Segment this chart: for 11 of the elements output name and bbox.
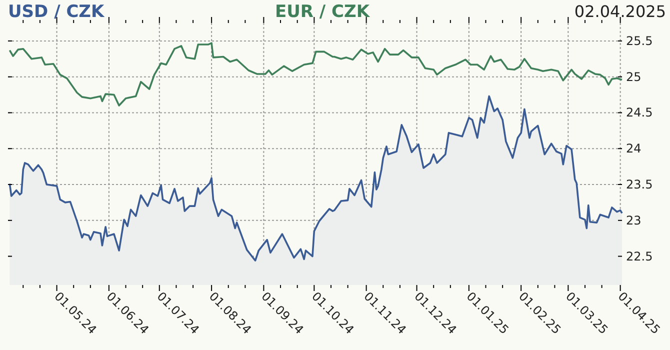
y-tick-label: 25.5: [626, 34, 653, 48]
chart-title: 02.04.2025: [574, 2, 666, 21]
line-series: [8, 42, 623, 106]
y-tick-label: 23: [626, 213, 642, 228]
y-tick-label: 25: [626, 70, 642, 84]
y-tick-label: 24.5: [626, 106, 653, 120]
y-tick-label: 22.5: [626, 249, 653, 264]
y-tick-label: 23.5: [626, 178, 653, 192]
text: USD / CZK: [8, 2, 106, 22]
y-tick-label: 24: [626, 142, 642, 156]
series-label: EUR / CZK: [275, 2, 370, 22]
